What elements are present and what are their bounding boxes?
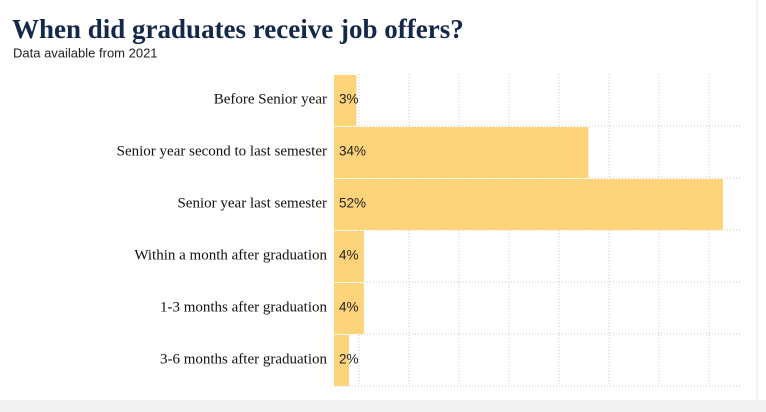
value-label: 4%: [339, 248, 359, 263]
bars: Before Senior year 3% Senior year second t…: [117, 75, 723, 386]
bar: [334, 335, 349, 386]
value-label: 52%: [339, 196, 366, 211]
bar: [334, 231, 364, 282]
chart-title: When did graduates receive job offers?: [12, 14, 464, 44]
bar: [334, 179, 723, 230]
bar: [334, 75, 357, 126]
value-label: 34%: [339, 144, 366, 159]
category-label: Senior year second to last semester: [117, 143, 327, 159]
category-label: Within a month after graduation: [134, 247, 327, 263]
chart-subtitle: Data available from 2021: [13, 45, 158, 60]
category-label: Senior year last semester: [177, 195, 327, 211]
value-label: 4%: [339, 300, 359, 315]
bar: [334, 127, 589, 178]
bar: [334, 283, 364, 334]
value-label: 2%: [339, 352, 359, 367]
category-label: 1-3 months after graduation: [160, 299, 328, 315]
footer-band: [0, 400, 766, 412]
value-label: 3%: [339, 92, 359, 107]
category-label: 3-6 months after graduation: [160, 351, 328, 367]
category-label: Before Senior year: [214, 91, 327, 107]
